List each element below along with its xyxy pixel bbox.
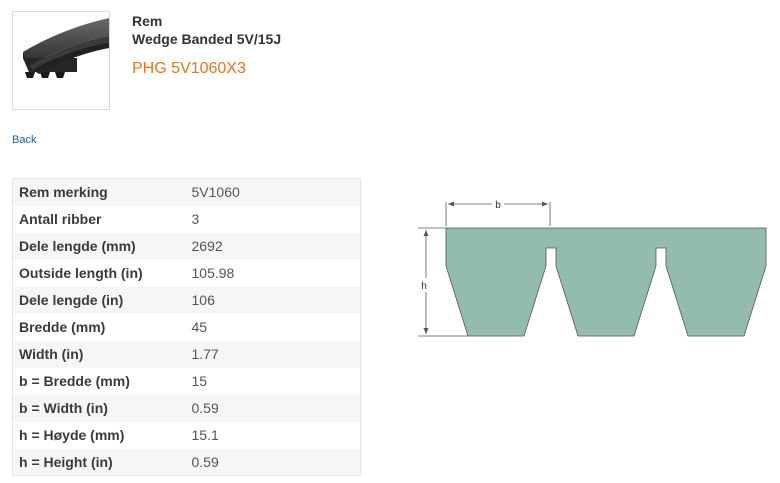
dim-b-arrow-left xyxy=(448,201,454,207)
spec-value: 15 xyxy=(191,373,208,389)
spec-label: b = Width (in) xyxy=(19,400,108,416)
product-type-name: Wedge Banded 5V/15J xyxy=(132,31,282,47)
spec-label: Dele lengde (in) xyxy=(19,292,124,308)
table-row: Dele lengde (mm) 2692 xyxy=(12,232,361,260)
spec-value: 5V1060 xyxy=(191,184,240,201)
table-row: Antall ribber 3 xyxy=(12,205,361,233)
table-row: h = Height (in) 0.59 xyxy=(12,448,361,476)
spec-value: 106 xyxy=(191,292,215,308)
spec-value: 15.1 xyxy=(191,427,219,443)
spec-label: h = Height (in) xyxy=(19,453,113,470)
product-image xyxy=(12,11,110,110)
specs-table: Rem merking 5V1060 Antall ribber 3 Dele … xyxy=(12,178,361,476)
spec-value: 1.77 xyxy=(191,346,219,362)
spec-label: h = Høyde (mm) xyxy=(19,427,125,443)
table-row: h = Høyde (mm) 15.1 xyxy=(12,421,361,449)
spec-value: 3 xyxy=(191,211,200,227)
banded-belt-icon xyxy=(23,18,109,78)
spec-value: 0.59 xyxy=(191,400,219,416)
dim-h-label: h xyxy=(421,281,427,292)
spec-value: 0.59 xyxy=(191,453,219,470)
belt-profile-diagram: b h xyxy=(410,190,770,355)
table-row: Dele lengde (in) 106 xyxy=(12,286,361,314)
table-row: Bredde (mm) 45 xyxy=(12,313,361,341)
dim-h-arrow-bottom xyxy=(423,328,429,334)
spec-value: 45 xyxy=(191,319,208,335)
dim-b-arrow-right xyxy=(542,201,548,207)
table-row: Rem merking 5V1060 xyxy=(12,178,361,206)
table-row: Width (in) 1.77 xyxy=(12,340,361,368)
product-category: Rem xyxy=(132,13,163,29)
table-row: b = Width (in) 0.59 xyxy=(12,394,361,422)
spec-label: Outside length (in) xyxy=(19,265,143,281)
table-row: b = Bredde (mm) 15 xyxy=(12,367,361,395)
back-link[interactable]: Back xyxy=(12,134,37,146)
spec-value: 2692 xyxy=(191,238,223,254)
dim-h-label-bg xyxy=(418,278,432,292)
dim-h-arrow-top xyxy=(423,230,429,236)
spec-label: b = Bredde (mm) xyxy=(19,373,130,389)
part-number: PHG 5V1060X3 xyxy=(132,60,246,77)
belt-profile-shape xyxy=(445,227,767,337)
dim-b-label: b xyxy=(495,200,501,211)
dim-b-label-bg xyxy=(492,198,504,210)
spec-label: Bredde (mm) xyxy=(19,319,106,335)
spec-label: Width (in) xyxy=(19,346,84,362)
spec-label: Rem merking xyxy=(19,184,108,201)
spec-label: Dele lengde (mm) xyxy=(19,238,136,254)
table-row: Outside length (in) 105.98 xyxy=(12,259,361,287)
spec-label: Antall ribber xyxy=(19,211,102,227)
spec-value: 105.98 xyxy=(191,265,235,281)
